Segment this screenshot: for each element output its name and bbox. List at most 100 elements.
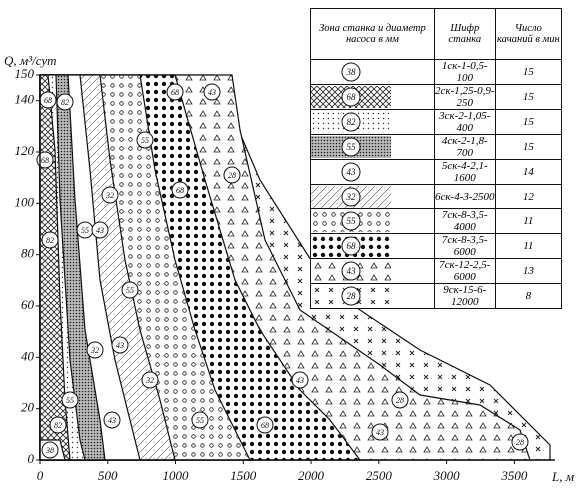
legend-code: 7ск-8-3,5-6000: [433, 233, 496, 259]
y-tick-label: 20: [21, 400, 35, 415]
legend-zone-label: 55: [347, 142, 357, 152]
legend-zone-marker: [341, 236, 361, 256]
legend-zone-cell: 43: [310, 159, 435, 185]
x-tick-label: 2500: [366, 468, 393, 483]
zone-marker: [121, 281, 139, 299]
zone-label: 68: [171, 88, 179, 97]
zone-label: 55: [126, 286, 134, 295]
zone-label: 82: [46, 236, 54, 245]
x-tick-label: 1000: [163, 468, 190, 483]
legend-zone-label: 82: [347, 117, 357, 127]
zone-marker: [36, 151, 54, 169]
zone-marker: [141, 371, 159, 389]
legend-rate: 13: [494, 258, 563, 284]
legend-rate: 15: [494, 59, 563, 85]
zone-label: 43: [116, 341, 124, 350]
y-tick-label: 150: [15, 66, 35, 81]
legend-zone-label: 38: [346, 67, 357, 77]
legend-swatch: 43: [311, 260, 391, 282]
x-tick-label: 2000: [298, 468, 325, 483]
zone-marker: [101, 186, 119, 204]
legend-code: 4ск-2-1,8-700: [433, 134, 496, 160]
zone-label: 55: [66, 396, 74, 405]
legend-zone-cell: 68: [310, 233, 435, 259]
legend-swatch: 38: [311, 61, 391, 83]
legend-rate: 15: [494, 109, 563, 135]
legend-swatch: 32: [311, 185, 391, 208]
legend-zone-label: 55: [347, 216, 357, 226]
legend-swatch: 82: [311, 111, 391, 133]
legend-zone-marker: [341, 286, 361, 306]
legend-zone-cell: 43: [310, 258, 435, 284]
legend-swatch: 55: [311, 210, 391, 232]
zone-marker: [136, 131, 154, 149]
zone-label: 32: [90, 346, 99, 355]
legend-rate: 11: [494, 208, 563, 234]
legend-rate: 15: [494, 84, 563, 110]
legend-swatch: 55: [311, 136, 391, 158]
legend-zone-marker: [341, 261, 361, 281]
legend-row: 28 9ск-15-6-12000 8: [310, 283, 563, 309]
legend-zone-cell: 32: [310, 184, 435, 209]
legend-swatch: 68: [311, 86, 391, 108]
zone-label: 43: [296, 376, 304, 385]
zone-label: 68: [41, 156, 49, 165]
zone-marker: [256, 416, 274, 434]
zone-label: 43: [108, 416, 116, 425]
x-tick-label: 1500: [230, 468, 257, 483]
legend-zone-label: 28: [347, 291, 357, 301]
zone-marker: [511, 433, 529, 451]
zone-marker: [41, 441, 59, 459]
zone-marker: [171, 181, 189, 199]
y-tick-label: 80: [21, 246, 35, 261]
zone-marker: [56, 93, 74, 111]
legend-rate: 11: [494, 233, 563, 259]
legend-code: 5ск-4-2,1-1600: [433, 159, 496, 185]
legend-zone-marker: [341, 187, 361, 206]
x-tick-label: 3500: [500, 468, 528, 483]
legend-code: 2ск-1,25-0,9-250: [433, 84, 496, 110]
legend-zone-label: 43: [347, 167, 357, 177]
legend-code: 1ск-1-0,5-100: [433, 59, 496, 85]
legend-row: 55 4ск-2-1,8-700 15: [310, 134, 563, 160]
legend-swatch: 43: [311, 161, 391, 183]
zone-label: 82: [54, 421, 62, 430]
legend-row: 68 7ск-8-3,5-6000 11: [310, 233, 563, 259]
legend-zone-marker: [341, 87, 361, 107]
x-tick-label: 3000: [433, 468, 461, 483]
zone-label: 82: [61, 98, 69, 107]
zone-marker: [49, 416, 67, 434]
zone-marker: [86, 341, 104, 359]
legend-row: 68 2ск-1,25-0,9-250 15: [310, 84, 563, 110]
zone-marker: [191, 411, 209, 429]
zone-label: 32: [145, 376, 154, 385]
legend-zone-marker: [341, 137, 361, 157]
legend-zone-cell: 38: [310, 59, 435, 85]
legend-zone-marker: [341, 62, 361, 82]
legend-rate: 15: [494, 134, 563, 160]
zone-marker: [203, 83, 221, 101]
zone-label: 43: [96, 226, 104, 235]
legend-row: 55 7ск-8-3,5-4000 11: [310, 208, 563, 234]
legend-swatch: 28: [311, 285, 391, 307]
zone-label: 28: [396, 396, 404, 405]
zone-label: 68: [44, 96, 52, 105]
zone-marker: [371, 423, 389, 441]
legend-rate: 8: [494, 283, 563, 309]
legend-column-header: Шифр станка: [433, 8, 496, 60]
legend-code: 9ск-15-6-12000: [433, 283, 496, 309]
y-tick-label: 140: [15, 92, 35, 107]
legend-row: 32 6ск-4-3-2500 12: [310, 184, 563, 209]
zone-marker: [41, 231, 59, 249]
legend-zone-cell: 68: [310, 84, 435, 110]
y-tick-label: 40: [21, 348, 35, 363]
legend-row: 38 1ск-1-0,5-100 15: [310, 59, 563, 85]
y-tick-label: 120: [15, 143, 35, 158]
legend-code: 3ск-2-1,05-400: [433, 109, 496, 135]
zone-marker: [223, 166, 241, 184]
legend-row: 43 5ск-4-2,1-1600 14: [310, 159, 563, 185]
legend-column-header: Зона станка и диаметр насоса в мм: [310, 8, 435, 60]
zone-label: 28: [516, 438, 524, 447]
zone-label: 68: [176, 186, 184, 195]
